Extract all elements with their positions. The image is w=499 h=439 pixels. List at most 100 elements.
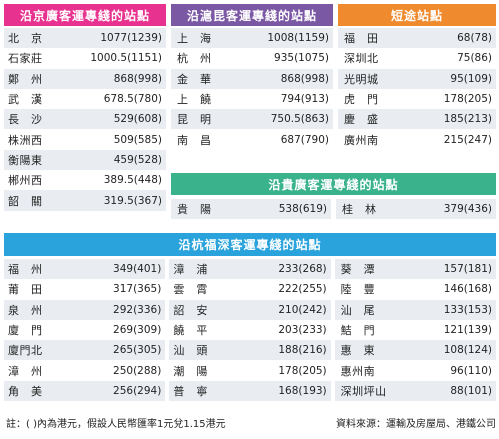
fare-value: 1077(1239)	[100, 32, 162, 45]
table-row: 貴 陽 538(619)	[171, 199, 331, 220]
table-row: 陸 豐 146(168)	[334, 279, 496, 300]
fare-value: 935(1075)	[274, 52, 329, 65]
table-row: 鄭 州 868(998)	[4, 68, 166, 89]
station-name: 漳 浦	[173, 263, 208, 277]
fare-value: 687(790)	[280, 133, 329, 146]
fare-value: 215(247)	[443, 133, 492, 146]
panel-title: 短途站點	[338, 4, 496, 26]
table-row: 株洲西 509(585)	[4, 129, 166, 150]
fare-value: 292(336)	[113, 303, 162, 316]
station-grid: 福 州 349(401) 莆 田 317(365) 泉 州 292(336) 廈 門 2…	[4, 259, 496, 402]
table-row: 漳 浦 233(268)	[169, 259, 331, 280]
table-row: 金 華 868(998)	[171, 68, 333, 89]
station-name: 慶 盛	[344, 113, 379, 127]
station-name: 雲 霄	[173, 283, 208, 297]
table-row: 衡陽東 459(528)	[4, 149, 166, 171]
fare-value: 349(401)	[113, 263, 162, 276]
fare-value: 794(913)	[280, 93, 329, 106]
fare-value: 96(110)	[450, 364, 492, 377]
station-name: 石家莊	[8, 52, 43, 66]
table-row: 汕 頭 188(216)	[169, 340, 331, 361]
table-row: 杭 州 935(1075)	[171, 48, 333, 69]
station-name: 貴 陽	[177, 203, 212, 217]
fare-value: 265(305)	[113, 344, 162, 357]
station-name: 金 華	[177, 72, 212, 86]
table-row: 汕 尾 133(153)	[334, 299, 496, 320]
station-column: 福 州 349(401) 莆 田 317(365) 泉 州 292(336) 廈 門 2…	[4, 259, 166, 402]
station-name: 株洲西	[8, 133, 43, 147]
table-row: 光明城 95(109)	[338, 68, 496, 89]
station-name: 廈 門	[8, 324, 43, 338]
footnote: 註：( )內為港元，假設人民幣匯率1元兌1.15港元	[6, 419, 226, 430]
fare-value: 188(216)	[278, 344, 327, 357]
table-row: 惠 東 108(124)	[334, 340, 496, 361]
station-name: 杭 州	[177, 52, 212, 66]
fare-value: 75(86)	[457, 52, 492, 65]
fare-value: 678.5(780)	[103, 93, 162, 106]
table-row: 漳 州 250(288)	[4, 360, 166, 381]
station-name: 武 漢	[8, 93, 43, 107]
panel-title: 沿杭福深客運專綫的站點	[4, 233, 496, 256]
table-row: 南 昌 687(790)	[171, 129, 333, 150]
station-name: 上 饒	[177, 93, 212, 107]
table-row: 深圳北 75(86)	[338, 48, 496, 69]
fare-value: 203(233)	[278, 324, 327, 337]
fare-value: 222(255)	[278, 283, 327, 296]
station-name: 陸 豐	[340, 283, 376, 297]
table-row: 昆 明 750.5(863)	[171, 109, 333, 130]
station-name: 汕 頭	[173, 344, 208, 358]
table-row: 普 寧 168(193)	[169, 380, 331, 402]
source-note: 資料來源：運輸及房屋局、港鐵公司	[336, 419, 496, 430]
fare-value: 157(181)	[443, 263, 492, 276]
table-row: 虎 門 178(205)	[338, 88, 496, 110]
table-row: 北 京 1077(1239)	[4, 28, 166, 49]
fare-value: 210(242)	[278, 303, 327, 316]
table-row: 石家莊 1000.5(1151)	[4, 48, 166, 69]
fare-value: 509(585)	[113, 133, 162, 146]
station-name: 上 海	[177, 32, 212, 46]
fare-value: 750.5(863)	[270, 113, 329, 126]
fare-value: 133(153)	[443, 303, 492, 316]
station-name: 北 京	[8, 32, 43, 46]
table-row: 福 州 349(401)	[4, 259, 166, 280]
fare-value: 68(78)	[457, 32, 492, 45]
panel-hu-kun: 沿滬昆客運專綫的站點 上 海 1008(1159) 杭 州 935(1075) 金 …	[171, 4, 333, 150]
station-name: 普 寧	[173, 384, 208, 398]
station-name: 廈門北	[8, 344, 43, 358]
station-name: 鄭 州	[8, 72, 43, 86]
station-name: 詔 安	[173, 303, 208, 317]
station-name: 潮 陽	[173, 364, 208, 378]
table-row: 廈 門 269(309)	[4, 319, 166, 341]
station-name: 光明城	[344, 72, 379, 86]
station-name: 福 州	[8, 263, 43, 277]
table-row: 廣州南 215(247)	[338, 129, 496, 150]
panel-title: 沿京廣客運專綫的站點	[4, 4, 166, 26]
table-row: 上 海 1008(1159)	[171, 28, 333, 49]
fare-value: 389.5(448)	[103, 174, 162, 187]
table-row: 廈門北 265(305)	[4, 340, 166, 361]
table-row: 武 漢 678.5(780)	[4, 88, 166, 110]
station-name: 韶 關	[8, 194, 43, 208]
fare-value: 178(205)	[443, 93, 492, 106]
station-name: 葵 潭	[340, 263, 376, 277]
station-name: 漳 州	[8, 364, 43, 378]
station-list: 上 海 1008(1159) 杭 州 935(1075) 金 華 868(998) 上…	[171, 28, 333, 150]
station-list: 貴 陽 538(619) 桂 林 379(436)	[171, 199, 496, 220]
fare-value: 168(193)	[278, 384, 327, 397]
station-name: 角 美	[8, 384, 43, 398]
panel-hang-fu-shen: 沿杭福深客運專綫的站點 福 州 349(401) 莆 田 317(365) 泉 州 2…	[4, 233, 496, 402]
station-list: 福 田 68(78) 深圳北 75(86) 光明城 95(109) 虎 門 178(20…	[338, 28, 496, 150]
station-column: 葵 潭 157(181) 陸 豐 146(168) 汕 尾 133(153) 鮚 門 1…	[334, 259, 496, 402]
fare-value: 88(101)	[450, 384, 492, 397]
fare-value: 1000.5(1151)	[90, 52, 162, 65]
station-name: 桂 林	[342, 203, 377, 217]
table-row: 饒 平 203(233)	[169, 319, 331, 341]
station-name: 虎 門	[344, 93, 379, 107]
fare-value: 868(998)	[113, 72, 162, 85]
fare-value: 250(288)	[113, 364, 162, 377]
fare-value: 95(109)	[450, 72, 492, 85]
station-name: 衡陽東	[8, 153, 43, 167]
table-row: 葵 潭 157(181)	[334, 259, 496, 280]
station-name: 深圳坪山	[340, 384, 387, 398]
panel-jing-guang: 沿京廣客運專綫的站點 北 京 1077(1239) 石家莊 1000.5(1151)…	[4, 4, 166, 211]
